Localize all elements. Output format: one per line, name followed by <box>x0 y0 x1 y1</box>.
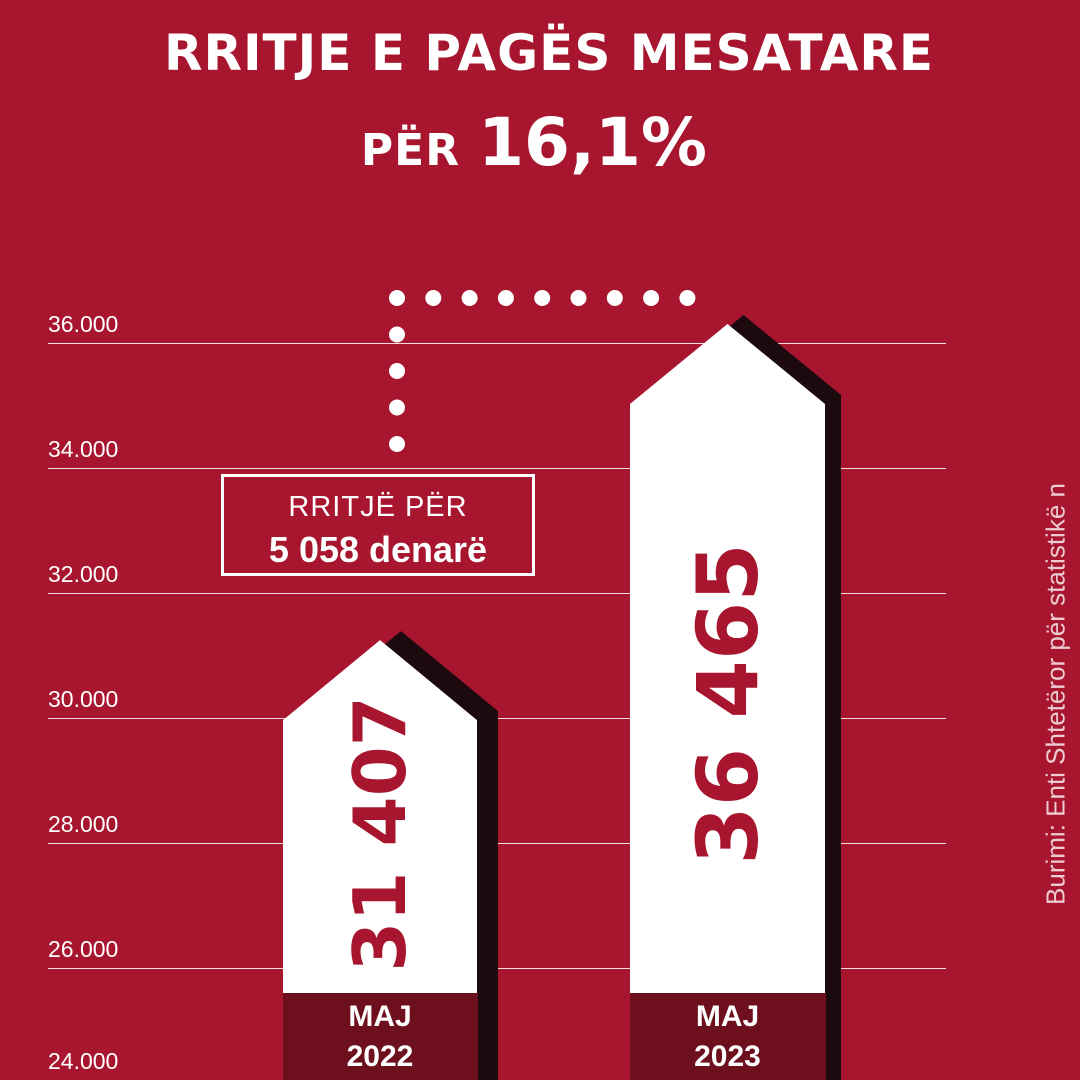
category-band <box>630 993 826 1080</box>
connector-dot <box>389 290 405 306</box>
y-tick-label: 26.000 <box>48 936 119 962</box>
bar <box>630 323 825 1080</box>
subtitle-per: PËR <box>360 125 461 176</box>
connector-dot <box>679 290 696 306</box>
category-band <box>283 993 478 1080</box>
gridline <box>48 468 946 469</box>
y-tick-label: 34.000 <box>48 436 119 462</box>
category-label: MAJ 2022 <box>283 997 477 1077</box>
category-label-line: MAJ <box>695 1000 760 1033</box>
y-tick-label: 24.000 <box>48 1048 119 1074</box>
chart-subtitle: PËR 16,1% <box>0 104 1068 181</box>
category-label-line: 2022 <box>346 1040 414 1073</box>
connector-dot <box>425 290 442 306</box>
category-label: MAJ 2023 <box>630 997 825 1077</box>
category-label-line: 2023 <box>694 1040 761 1073</box>
connector-dot <box>461 290 478 306</box>
connector-dot <box>643 290 660 306</box>
connector-dot <box>389 436 405 452</box>
connector-dot <box>606 290 623 306</box>
subtitle-percent: 16,1% <box>478 104 708 181</box>
gridline <box>48 593 946 594</box>
y-tick-label: 32.000 <box>48 561 119 587</box>
connector-dot <box>389 363 405 379</box>
connector-dot <box>389 399 405 416</box>
gridline <box>48 343 946 344</box>
callout-label: RRITJË PËR <box>288 491 468 523</box>
connector-dot <box>389 326 405 343</box>
connector-dot <box>497 290 514 306</box>
source-note: Burimi: Enti Shtetëror për statistikë n <box>1040 483 1071 905</box>
bar-value-label: 36 465 <box>678 543 777 865</box>
connector-dot <box>570 290 587 306</box>
bar <box>283 640 477 1080</box>
chart-title: RRITJE E PAGËS MESATARE <box>163 24 935 82</box>
category-label-line: MAJ <box>348 1000 412 1033</box>
y-tick-label: 30.000 <box>48 686 119 712</box>
y-tick-label: 28.000 <box>48 811 119 837</box>
increase-callout: RRITJË PËR 5 058 denarë <box>221 474 535 576</box>
y-tick-label: 36.000 <box>48 311 119 337</box>
bar-value-label: 31 407 <box>338 696 422 972</box>
callout-value: 5 058 denarë <box>268 529 488 570</box>
connector-dot <box>534 290 551 306</box>
